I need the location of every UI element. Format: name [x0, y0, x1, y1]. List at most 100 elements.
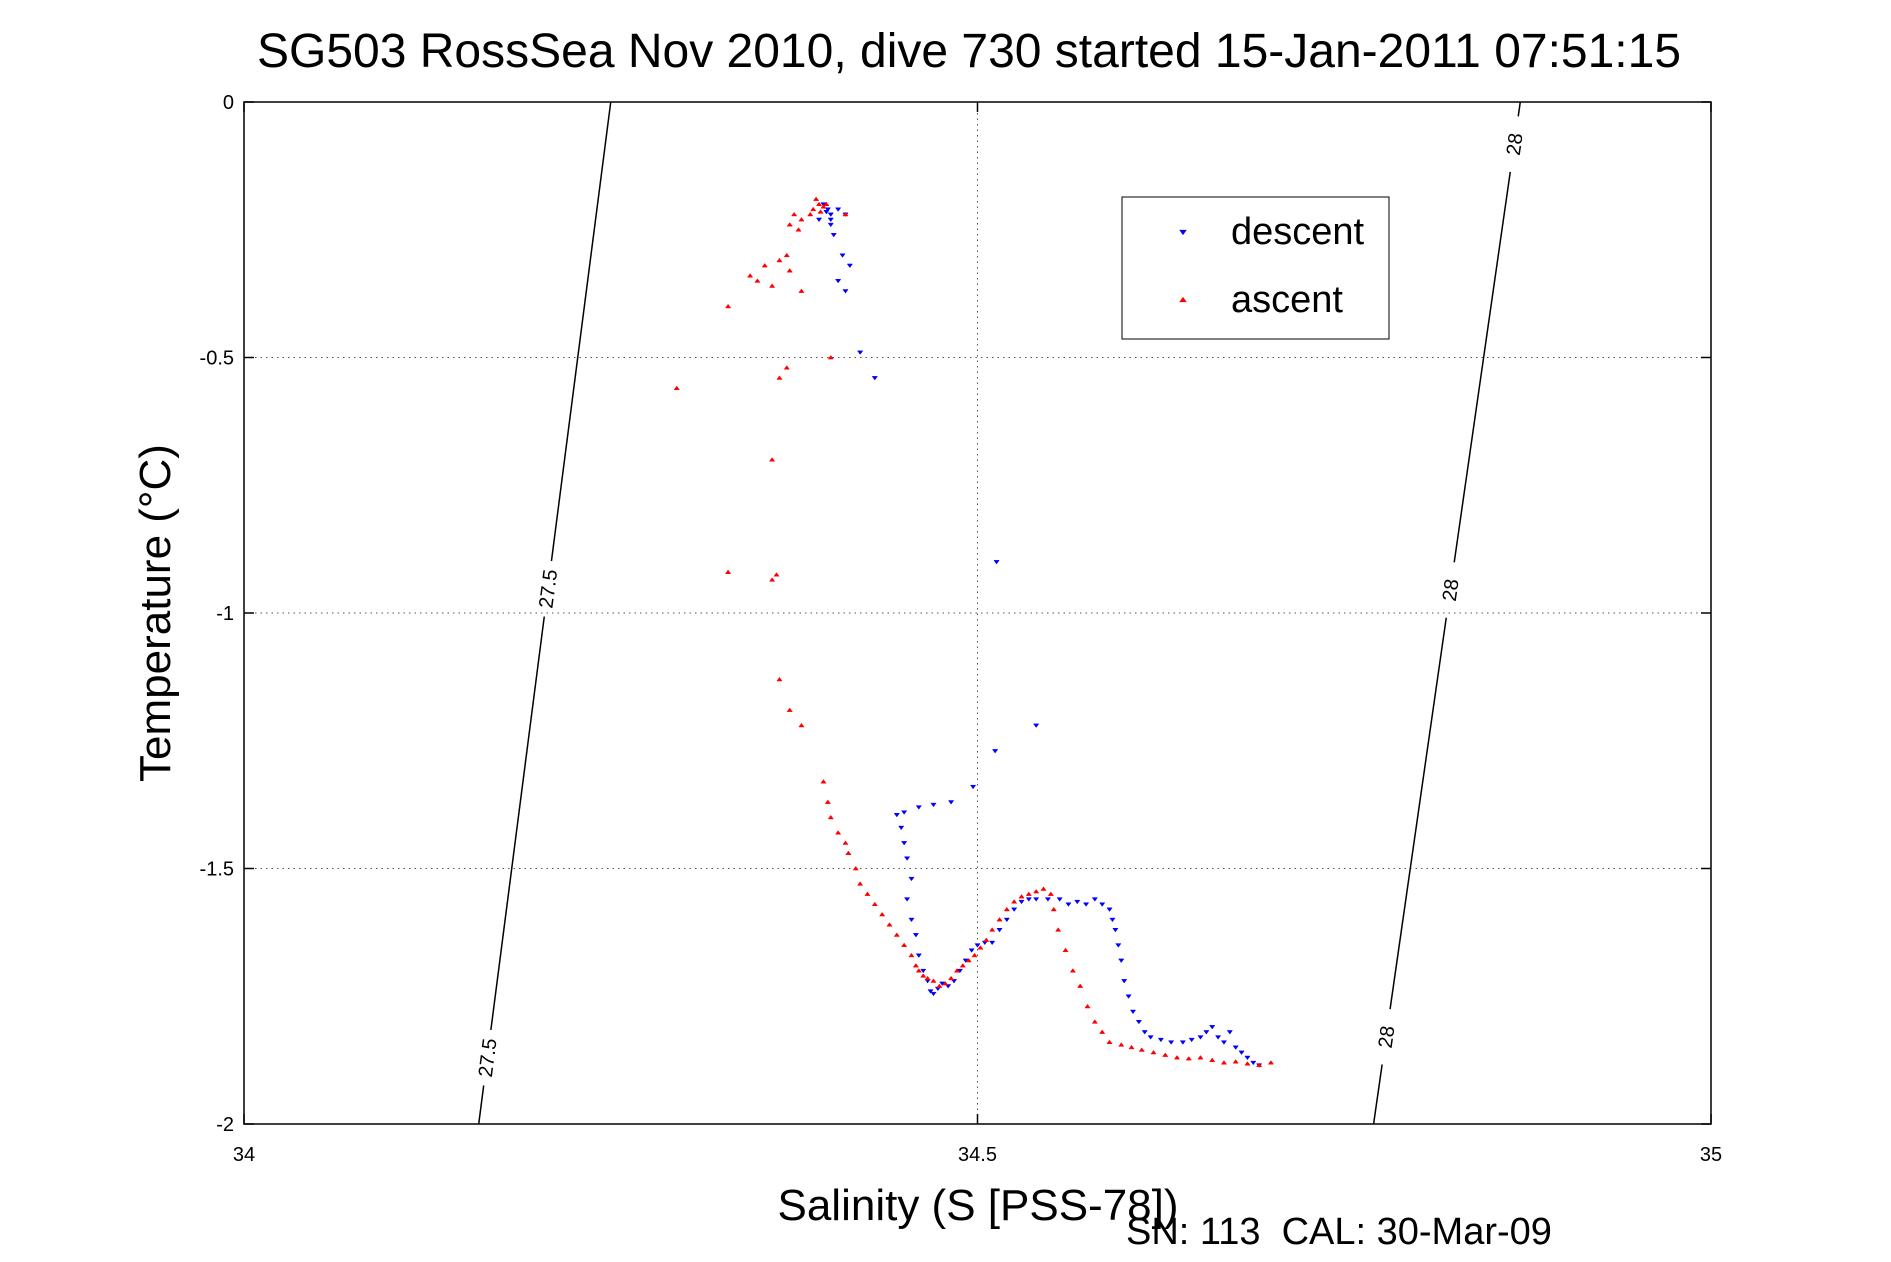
descent-point [839, 253, 846, 258]
descent-point [993, 560, 1000, 565]
x-tick-label: 34 [233, 1144, 255, 1166]
ascent-point [1267, 1060, 1274, 1065]
ascent-point [1150, 1049, 1157, 1055]
ascent-point [786, 268, 793, 273]
ascent-point [1106, 1039, 1113, 1045]
legend: descent ascent [1121, 196, 1390, 340]
ascent-point [786, 222, 793, 227]
ascent-point [776, 676, 783, 682]
ascent-point [983, 937, 990, 942]
descent-point [827, 217, 834, 223]
descent-point [1112, 928, 1119, 933]
ascent-point [915, 968, 922, 973]
descent-point [950, 979, 958, 984]
series-descent [815, 202, 1263, 1068]
descent-point [930, 991, 937, 997]
descent-point [835, 279, 842, 284]
ascent-point [815, 201, 823, 207]
ascent-point [783, 252, 790, 258]
ascent-point [798, 722, 805, 728]
ascent-point [959, 963, 966, 968]
ascent-point [965, 957, 972, 963]
descent-point [1215, 1035, 1222, 1040]
ascent-point [1050, 906, 1057, 912]
descent-point [1011, 907, 1018, 912]
descent-point [1106, 907, 1113, 912]
descent-point [1082, 902, 1090, 907]
descent-point [945, 984, 952, 989]
ascent-point [1209, 1057, 1216, 1062]
ascent-point [1099, 1029, 1106, 1034]
descent-point [908, 917, 915, 923]
legend-box [1121, 196, 1390, 340]
descent-point [930, 802, 937, 808]
ascent-point [857, 881, 864, 886]
ascent-point [908, 952, 915, 958]
ascent-point [810, 206, 817, 212]
descent-point [842, 289, 849, 294]
descent-point [1168, 1040, 1175, 1045]
descent-point [970, 784, 977, 790]
descent-point [903, 897, 911, 902]
isopycnal-line [490, 616, 546, 1031]
descent-point [1244, 1055, 1251, 1061]
ascent-point [1220, 1060, 1228, 1065]
descent-point [903, 856, 911, 861]
ascent-point [1138, 1047, 1145, 1052]
ascent-point [1062, 947, 1069, 953]
ascent-point [820, 779, 827, 784]
descent-point [1033, 897, 1040, 902]
legend-marker-ascent [1179, 296, 1187, 303]
ascent-point [761, 263, 768, 268]
descent-point [1056, 897, 1063, 902]
isopycnal-label: 28 [1503, 132, 1528, 157]
ascent-point [817, 209, 824, 214]
descent-point [1238, 1050, 1245, 1055]
descent-point [824, 207, 831, 212]
ascent-point [1162, 1052, 1169, 1057]
ascent-point [776, 375, 783, 380]
ascent-point [845, 850, 852, 855]
ascent-point [1244, 1061, 1251, 1066]
descent-point [920, 968, 927, 974]
descent-point [835, 207, 842, 212]
descent-point [1091, 897, 1098, 902]
ascent-point [754, 278, 761, 283]
ascent-point [791, 211, 798, 217]
ascent-point [823, 201, 830, 207]
descent-point [1129, 1009, 1137, 1015]
descent-point [908, 876, 915, 882]
legend-marker-descent [1179, 229, 1187, 236]
chart-title: SG503 RossSea Nov 2010, dive 730 started… [257, 25, 1681, 78]
footer-text: SN: 113 CAL: 30-Mar-09 [1126, 1211, 1552, 1253]
ascent-point [1128, 1044, 1135, 1050]
ascent-point [893, 932, 900, 937]
descent-point [1209, 1025, 1216, 1030]
axis-ticks: 34 34.5 35 0 -0.5 -1 -1.5 -2 [200, 92, 1723, 1166]
descent-point [846, 263, 853, 269]
descent-point [1074, 899, 1081, 905]
ascent-point [1025, 891, 1032, 896]
x-axis-label: Salinity (S [PSS-78]) [777, 1181, 1178, 1230]
ascent-point [871, 901, 878, 907]
descent-point [1250, 1060, 1257, 1066]
isopycnal-line [550, 101, 612, 562]
descent-point [1232, 1045, 1239, 1050]
descent-point [912, 933, 919, 938]
descent-point [871, 376, 878, 381]
ascent-point [773, 572, 780, 577]
descent-point [1147, 1035, 1154, 1040]
descent-point [927, 989, 934, 994]
descent-point [1121, 979, 1128, 984]
descent-point [1115, 943, 1122, 948]
y-tick-label: -1 [216, 603, 234, 625]
descent-point [968, 948, 975, 953]
descent-point [989, 940, 996, 946]
ascent-point [996, 917, 1003, 922]
ascent-point [807, 211, 814, 217]
descent-point [898, 825, 905, 831]
descent-point [1125, 994, 1132, 999]
ascent-point [1040, 886, 1047, 891]
descent-point [1188, 1037, 1195, 1043]
descent-point [1118, 958, 1125, 963]
